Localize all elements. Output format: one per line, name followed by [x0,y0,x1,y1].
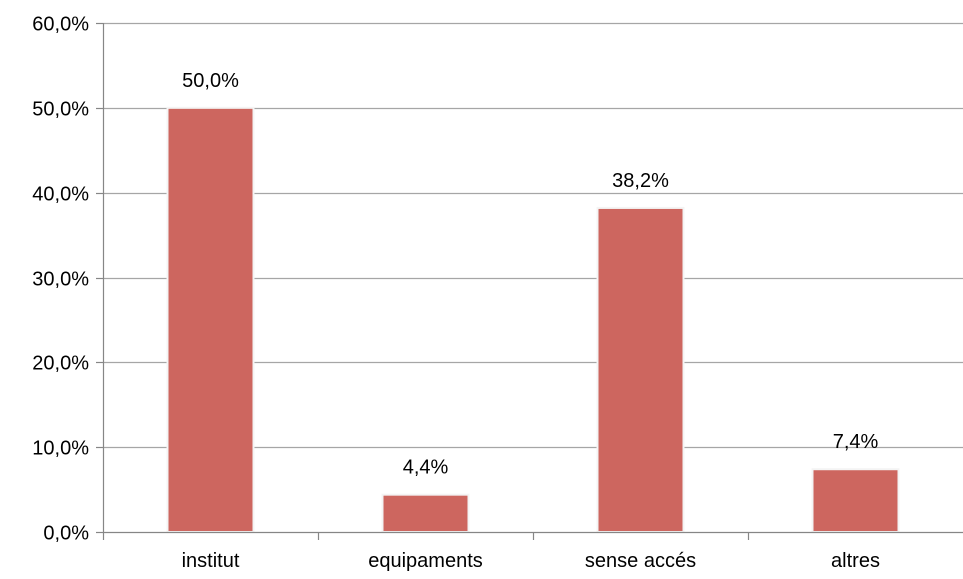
y-tick-label: 20,0% [32,353,89,375]
axes [96,22,963,540]
y-tick-label: 50,0% [32,99,89,121]
bar [596,206,685,533]
bar-value-label: 38,2% [612,170,669,192]
y-tick-label: 40,0% [32,184,89,206]
bar [811,468,900,533]
category-label: institut [182,550,240,572]
bars [166,106,900,534]
y-tick-label: 60,0% [32,14,89,36]
labels: 0,0% 10,0% 20,0% 30,0% 40,0% 50,0% 60,0% 50,0% i… [32,14,880,573]
y-tick-label: 10,0% [32,438,89,460]
bar-value-label: 4,4% [403,457,449,479]
category-label: altres [831,550,880,572]
category-label: equipaments [368,550,483,572]
y-tick-label: 30,0% [32,269,89,291]
y-tick-label: 0,0% [43,523,89,545]
bar [381,493,470,534]
category-label: sense accés [585,550,696,572]
bar-value-label: 50,0% [182,70,239,92]
bar [166,106,255,533]
bar-value-label: 7,4% [833,431,879,453]
